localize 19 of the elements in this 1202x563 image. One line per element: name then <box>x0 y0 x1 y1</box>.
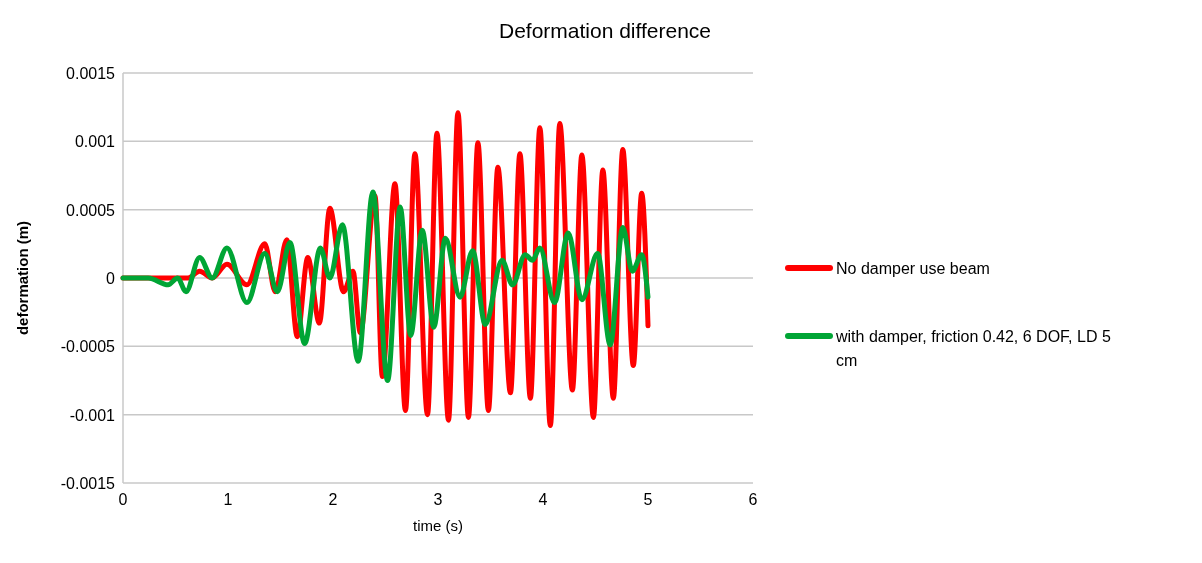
x-tick-label: 4 <box>538 491 548 508</box>
legend-label: with damper, friction 0.42, 6 DOF, LD 5 cm <box>835 328 1111 369</box>
x-tick-label: 1 <box>223 491 233 508</box>
x-tick-label: 0 <box>118 491 128 508</box>
chart-title: Deformation difference <box>498 19 712 42</box>
y-tick-label: -0.001 <box>69 406 116 424</box>
x-axis-title: time (s) <box>413 517 463 534</box>
y-axis-title: deformation (m) <box>14 220 31 336</box>
y-tick-label: -0.0015 <box>60 475 116 492</box>
y-tick-label: -0.0005 <box>60 338 116 356</box>
y-tick-label: 0.001 <box>74 133 116 151</box>
y-tick-label: 0 <box>106 270 116 287</box>
x-tick-label: 6 <box>748 491 758 508</box>
legend-label: No damper use beam <box>836 260 990 277</box>
x-tick-label: 2 <box>328 491 338 508</box>
x-tick-label: 3 <box>433 491 443 508</box>
y-tick-label: 0.0005 <box>66 201 116 219</box>
y-tick-label: 0.0015 <box>66 65 116 82</box>
x-tick-label: 5 <box>643 491 653 508</box>
